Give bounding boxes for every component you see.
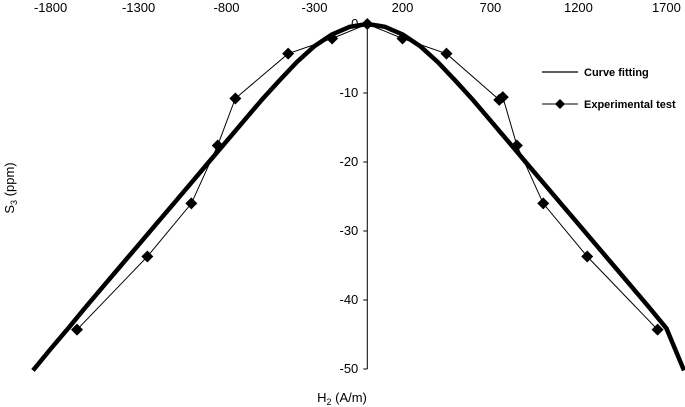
x-tick-label: 700 [480, 0, 502, 15]
y-axis-title: S3 (ppm) [2, 162, 19, 213]
x-axis-title: H2 (A/m) [317, 390, 367, 407]
legend-label-curve-fitting: Curve fitting [584, 67, 649, 79]
experimental-test-marker [229, 92, 242, 105]
experimental-test-marker [581, 250, 594, 263]
y-tick-label: -30 [340, 223, 359, 238]
y-tick-label: 0 [351, 16, 358, 31]
y-tick-labels: 0 -10 -20 -30 -40 -50 [340, 16, 359, 376]
y-tick-label: -50 [340, 361, 359, 376]
y-tick-label: -20 [340, 154, 359, 169]
x-tick-label: 1200 [564, 0, 593, 15]
series-experimental-test-line [76, 23, 658, 331]
x-tick-label: -1800 [34, 0, 67, 15]
x-tick-label: -800 [214, 0, 240, 15]
experimental-test-marker [211, 139, 224, 152]
experimental-test-marker [326, 32, 339, 45]
x-tick-label: 200 [392, 0, 414, 15]
experimental-test-marker [537, 197, 550, 210]
legend-marker-experimental-test [555, 99, 565, 109]
experimental-test-marker [70, 323, 83, 336]
y-axis-tick-marks [363, 23, 368, 370]
experimental-test-marker [185, 197, 198, 210]
y-tick-label: -10 [340, 85, 359, 100]
legend: Curve fitting Experimental test [542, 67, 676, 111]
x-tick-label: -1300 [122, 0, 155, 15]
series-curve-fitting-line [31, 21, 685, 372]
experimental-test-marker [282, 47, 295, 60]
experimental-test-marker [141, 250, 154, 263]
experimental-test-marker [651, 323, 664, 336]
experimental-test-marker [440, 47, 453, 60]
plot-area [31, 18, 685, 372]
experimental-test-marker [396, 32, 409, 45]
experimental-test-marker [361, 18, 374, 30]
y-tick-label: -40 [340, 292, 359, 307]
legend-label-experimental-test: Experimental test [584, 99, 676, 111]
x-tick-labels: -1800 -1300 -800 -300 200 700 1200 1700 [34, 0, 681, 15]
x-tick-label: -300 [301, 0, 327, 15]
x-tick-label: 1700 [652, 0, 681, 15]
experimental-test-marker [496, 91, 509, 104]
experimental-test-marker [510, 139, 523, 152]
